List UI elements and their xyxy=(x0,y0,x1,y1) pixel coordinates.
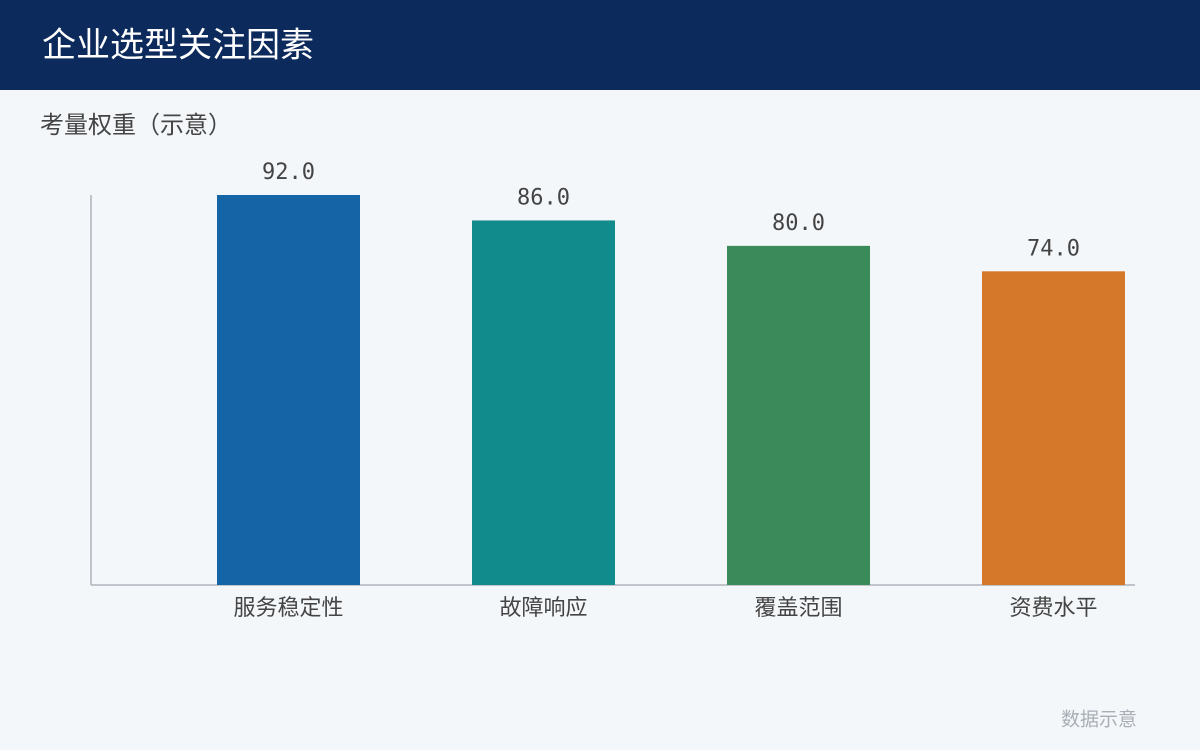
value-label: 80.0 xyxy=(772,211,825,236)
value-label: 74.0 xyxy=(1027,236,1080,261)
bar xyxy=(982,271,1125,585)
x-tick-label: 故障响应 xyxy=(499,596,587,621)
bar xyxy=(217,195,360,585)
chart-subtitle: 考量权重（示意） xyxy=(40,111,232,139)
x-tick-label: 服务稳定性 xyxy=(233,596,343,621)
footnote: 数据示意 xyxy=(1061,709,1137,731)
chart-title: 企业选型关注因素 xyxy=(42,26,314,66)
value-label: 92.0 xyxy=(262,160,315,185)
bar xyxy=(727,245,870,585)
value-label: 86.0 xyxy=(517,185,570,210)
x-tick-label: 覆盖范围 xyxy=(754,596,842,621)
x-tick-label: 资费水平 xyxy=(1009,596,1097,621)
bar xyxy=(472,220,615,585)
header-bar xyxy=(0,0,1200,90)
